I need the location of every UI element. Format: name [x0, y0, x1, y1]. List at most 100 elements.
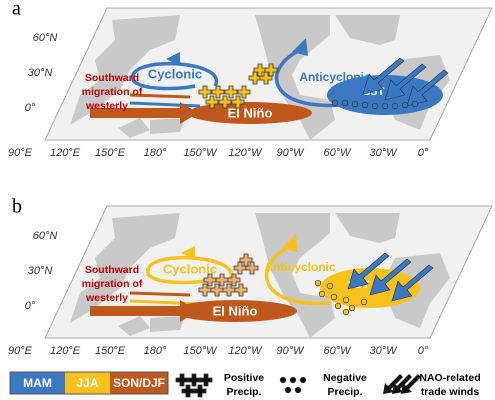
westerly-arrow	[129, 101, 201, 108]
positive-precip-mark	[211, 85, 225, 99]
trade-wind-arrow	[391, 264, 434, 302]
positive-precip-mark	[234, 283, 248, 297]
positive-precip-mark	[187, 373, 201, 387]
lon-label: 30°W	[369, 147, 398, 159]
lon-label: 120°W	[228, 345, 263, 357]
negative-precip-mark	[391, 102, 399, 110]
season-swatch	[110, 372, 168, 394]
lon-label: 180°	[144, 147, 167, 159]
el-nino	[173, 300, 297, 322]
land	[118, 118, 150, 138]
legend-label: Precip.	[327, 386, 362, 398]
land	[335, 213, 400, 243]
lon-label: 30°W	[369, 345, 398, 357]
lon-label: 180°	[144, 345, 167, 357]
positive-precip-mark	[264, 63, 278, 77]
positive-precip-mark	[253, 63, 267, 77]
cyclonic-label: Cyclonic	[163, 261, 217, 276]
positive-precip-mark	[227, 273, 241, 287]
season-label: MAM	[23, 376, 52, 390]
westerly-arrow	[129, 291, 191, 297]
season-label: JJA	[76, 376, 98, 390]
negative-precip-mark	[314, 279, 322, 287]
positive-precip-mark	[210, 283, 224, 297]
legend-label: Positive	[224, 372, 264, 384]
panel-label: a	[12, 0, 21, 20]
positive-precip-mark	[215, 273, 229, 287]
lon-label: 150°W	[183, 147, 218, 159]
westerly-label: migration of	[82, 86, 143, 98]
legend-label: Negative	[323, 372, 367, 384]
cyclonic-head	[166, 52, 180, 66]
westerly-label: westerly	[85, 292, 128, 304]
legend-arrow	[392, 374, 412, 394]
cyclonic-loop	[131, 61, 219, 91]
negative-precip-mark	[341, 99, 349, 107]
positive-precip-mark	[222, 283, 236, 297]
negative-precip-mark	[342, 296, 350, 304]
positive-precip-mark	[198, 283, 212, 297]
anticyclonic-arc	[274, 48, 341, 108]
panel-label: b	[12, 196, 22, 218]
positive-precip-mark	[175, 373, 189, 387]
positive-precip-mark	[239, 253, 253, 267]
positive-precip-mark	[198, 85, 212, 99]
positive-precip-mark	[199, 373, 213, 387]
positive-precip-mark	[231, 95, 245, 109]
positive-precip-mark	[224, 85, 238, 99]
trade-wind-arrow	[347, 252, 390, 290]
negative-precip-mark	[351, 100, 359, 108]
positive-precip-mark	[237, 85, 251, 99]
lon-label: 150°W	[183, 345, 218, 357]
positive-precip-mark	[181, 384, 195, 398]
land	[255, 213, 335, 338]
westerly-arrow	[129, 299, 201, 306]
land	[335, 15, 400, 45]
positive-precip-mark	[233, 261, 247, 275]
legend-label: Precip.	[226, 386, 261, 398]
lon-label: 120°E	[50, 345, 81, 357]
westerly-arrow	[90, 300, 198, 322]
legend-arrow	[401, 374, 421, 394]
negative-precip-mark	[294, 386, 302, 394]
lon-label: 90°W	[276, 345, 305, 357]
land	[118, 316, 150, 336]
lat-label: 0°	[25, 102, 36, 114]
trade-wind-arrow	[384, 63, 427, 101]
lon-label: 150°E	[95, 147, 126, 159]
negative-precip-mark	[326, 282, 334, 290]
lat-label: 0°	[25, 300, 36, 312]
lon-label: 120°E	[50, 147, 81, 159]
season-swatch	[10, 372, 65, 394]
lat-label: 30°N	[28, 265, 53, 277]
el-nino-label: El Niño	[213, 303, 258, 318]
negative-precip-mark	[284, 386, 292, 394]
anticyclonic-arc	[264, 244, 331, 306]
negative-precip-mark	[289, 376, 297, 384]
positive-precip-mark	[193, 384, 207, 398]
anticyclonic-head	[292, 38, 308, 56]
lat-label: 60°N	[33, 32, 58, 44]
cyclonic-loop	[146, 255, 234, 285]
lon-label: 60°W	[323, 147, 352, 159]
trade-wind-arrow	[369, 258, 412, 296]
el-nino	[188, 102, 312, 124]
negative-precip-mark	[381, 102, 389, 110]
negative-precip-mark	[361, 101, 369, 109]
panel: a 60°N 30°N 0° 90°E 120°E 150°E 180° 150°W 120°W 9…	[8, 0, 493, 159]
lon-label: 60°W	[323, 345, 352, 357]
negative-precip-mark	[299, 376, 307, 384]
westerly-label: migration of	[82, 278, 143, 290]
legend-label: NAO-related	[419, 372, 480, 384]
westerly-label: Southward	[85, 72, 139, 84]
lon-label: 150°E	[95, 345, 126, 357]
anticyclonic-label: Anticyclonic	[264, 260, 336, 274]
lon-label: 0°	[418, 147, 429, 159]
negative-precip-mark	[331, 99, 339, 107]
trade-wind-arrow	[362, 57, 405, 95]
negative-precip-mark	[371, 102, 379, 110]
lat-label: 60°N	[33, 230, 58, 242]
cyclonic-label: Cyclonic	[148, 66, 202, 81]
westerly-label: Southward	[85, 264, 139, 276]
